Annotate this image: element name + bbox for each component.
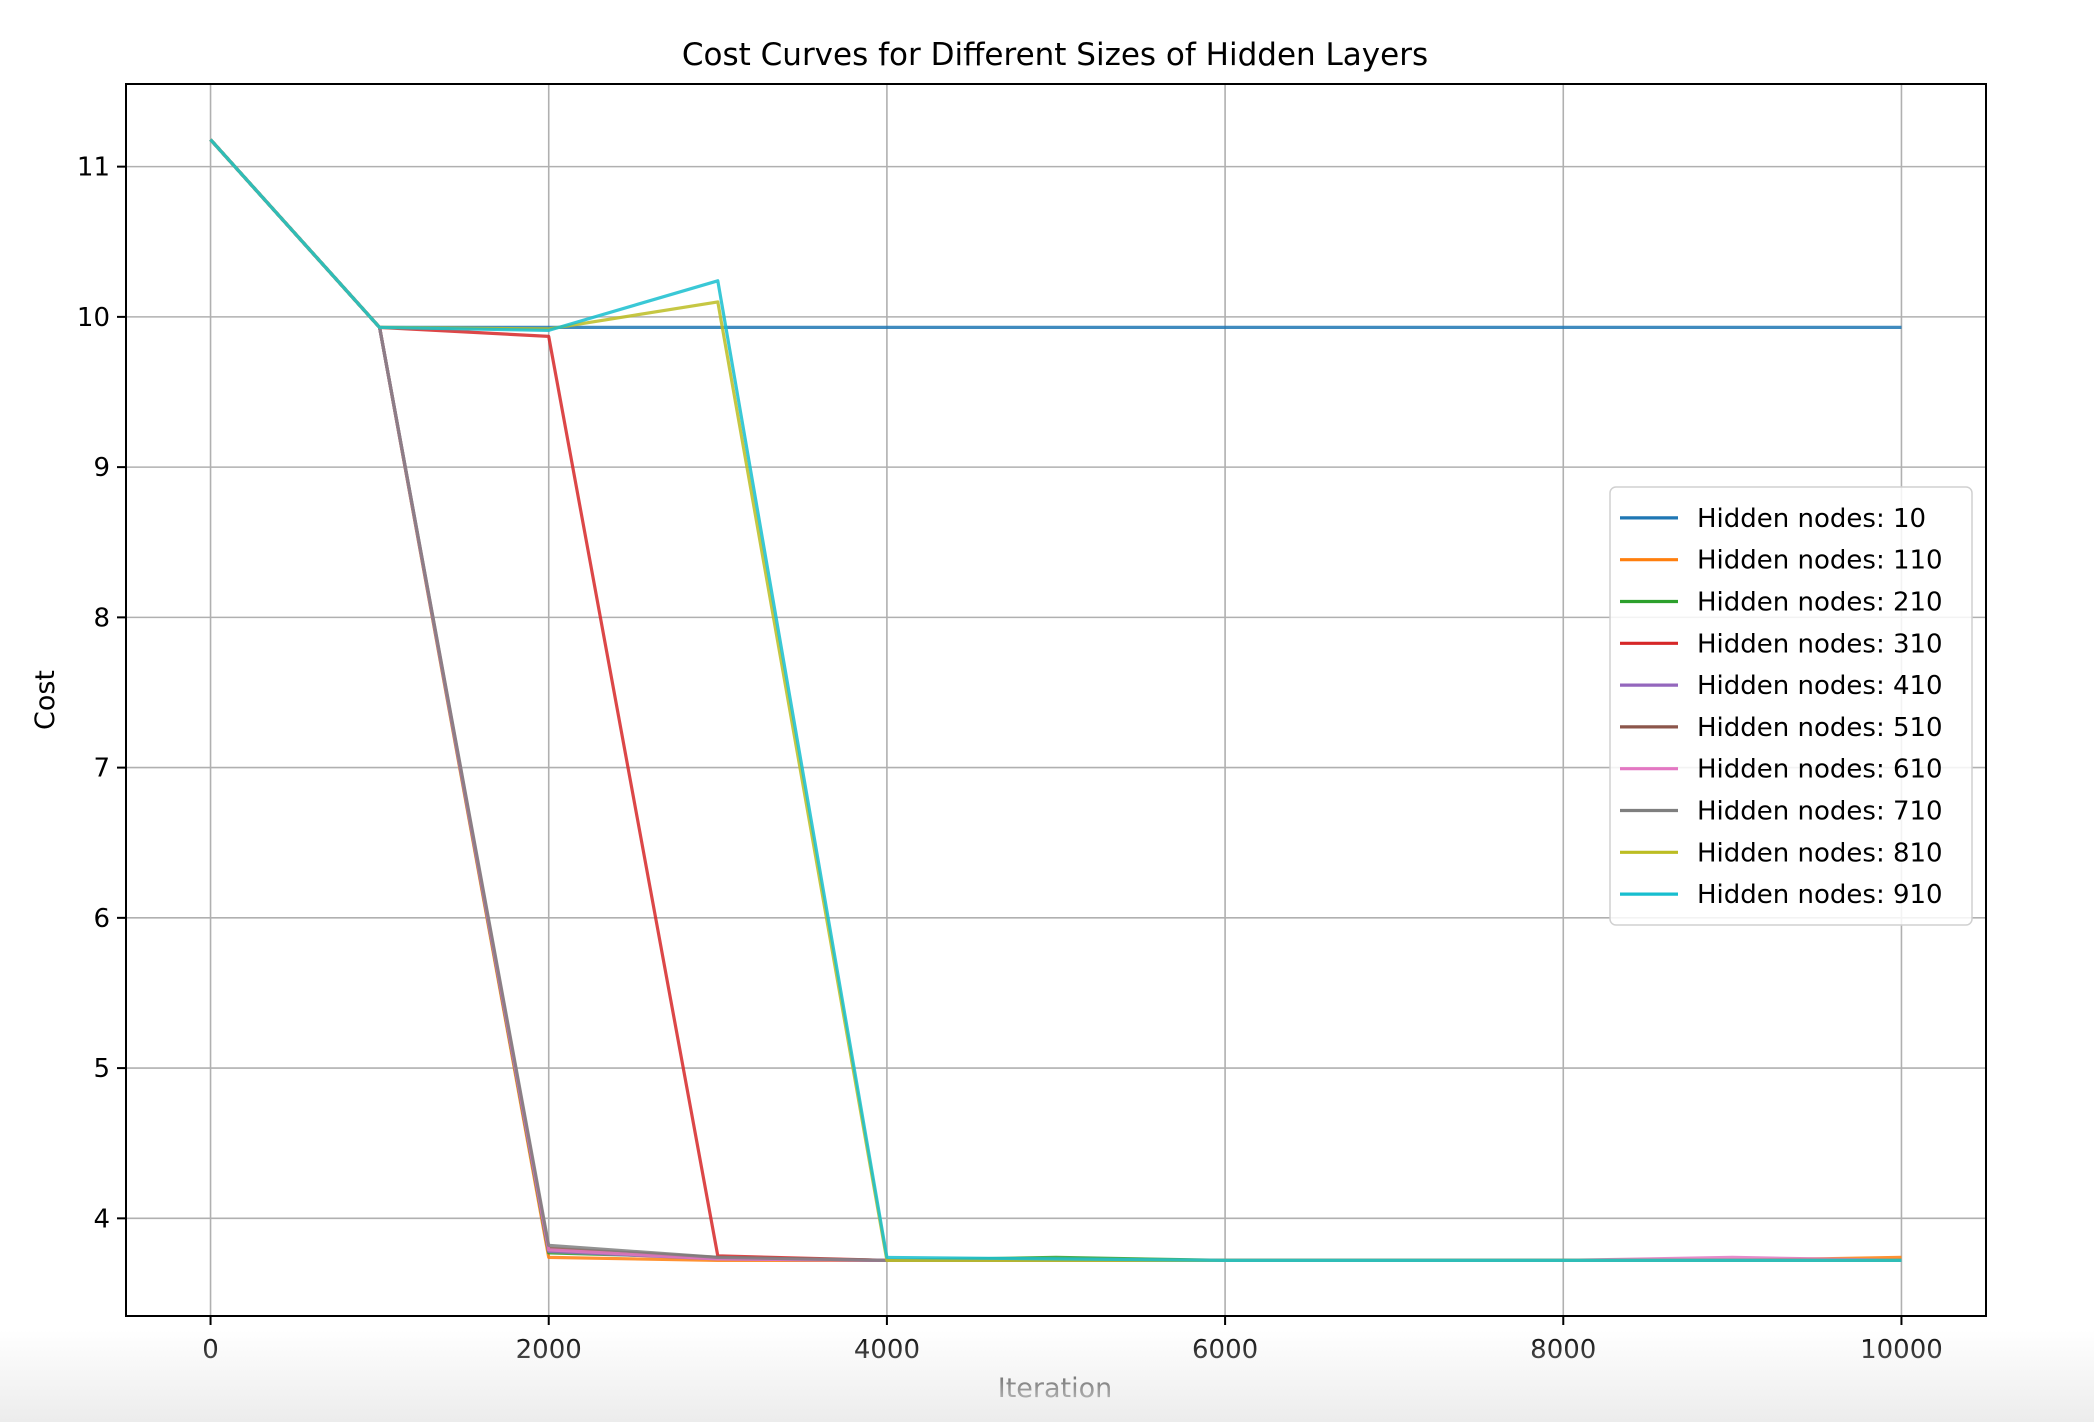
y-tick-label: 7 bbox=[93, 754, 110, 784]
y-axis-label: Cost bbox=[30, 670, 61, 730]
legend-label: Hidden nodes: 810 bbox=[1697, 838, 1943, 868]
x-axis-label: Iteration bbox=[998, 1373, 1113, 1404]
legend-label: Hidden nodes: 910 bbox=[1697, 880, 1943, 910]
y-axis-ticks: 4 5 6 7 8 9 10 11 bbox=[77, 153, 126, 1235]
legend-label: Hidden nodes: 10 bbox=[1697, 504, 1926, 534]
legend-label: Hidden nodes: 610 bbox=[1697, 755, 1943, 785]
x-tick-label: 2000 bbox=[516, 1335, 582, 1365]
chart-title: Cost Curves for Different Sizes of Hidde… bbox=[682, 37, 1428, 73]
y-tick-label: 9 bbox=[93, 453, 110, 483]
legend-label: Hidden nodes: 710 bbox=[1697, 797, 1943, 827]
x-tick-label: 0 bbox=[202, 1335, 219, 1365]
y-tick-label: 6 bbox=[93, 904, 110, 934]
x-axis-ticks: 0 2000 4000 6000 8000 10000 bbox=[202, 1316, 1943, 1365]
x-tick-label: 10000 bbox=[1860, 1335, 1943, 1365]
y-tick-label: 5 bbox=[93, 1054, 110, 1084]
x-tick-label: 6000 bbox=[1192, 1335, 1258, 1365]
legend-label: Hidden nodes: 310 bbox=[1697, 629, 1943, 659]
y-tick-label: 8 bbox=[93, 603, 110, 633]
legend: Hidden nodes: 10 Hidden nodes: 110 Hidden … bbox=[1610, 487, 1972, 925]
y-tick-label: 11 bbox=[77, 153, 110, 183]
y-tick-label: 4 bbox=[93, 1204, 110, 1234]
x-tick-label: 4000 bbox=[854, 1335, 920, 1365]
x-tick-label: 8000 bbox=[1530, 1335, 1596, 1365]
y-tick-label: 10 bbox=[77, 303, 110, 333]
legend-label: Hidden nodes: 110 bbox=[1697, 546, 1943, 576]
legend-label: Hidden nodes: 510 bbox=[1697, 713, 1943, 743]
series-line-hidden-nodes-10 bbox=[211, 140, 1902, 328]
legend-label: Hidden nodes: 210 bbox=[1697, 588, 1943, 618]
legend-label: Hidden nodes: 410 bbox=[1697, 671, 1943, 701]
